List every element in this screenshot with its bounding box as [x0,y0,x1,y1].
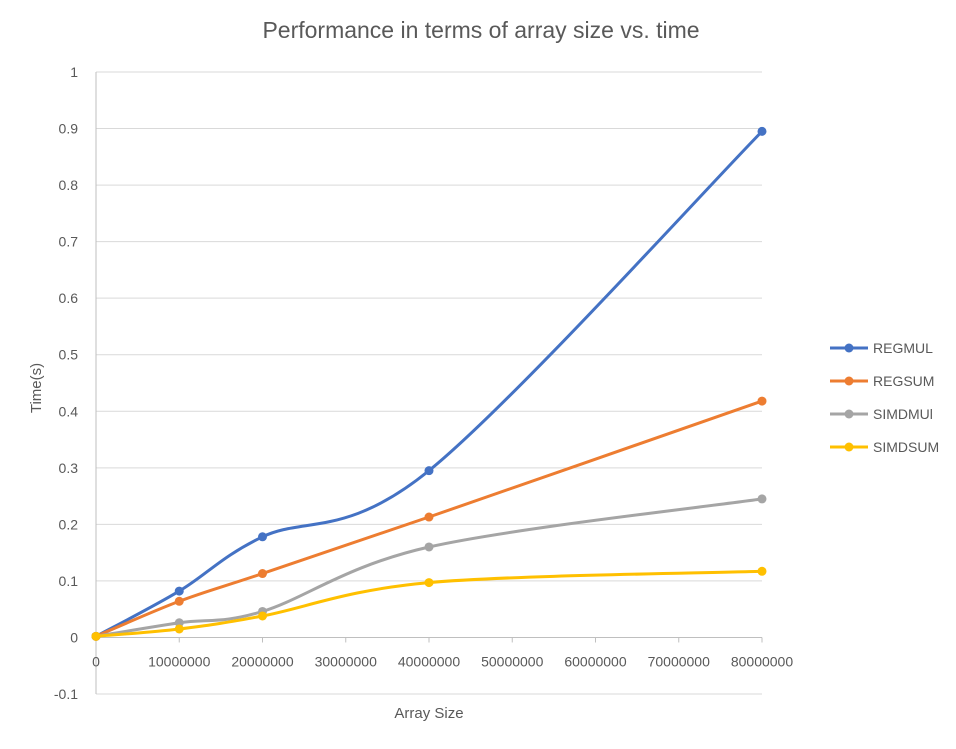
x-tick-label: 10000000 [148,653,211,669]
series-simdsum [91,566,767,641]
legend-item-simdsum: SIMDSUM [830,439,939,455]
x-tick-label: 0 [92,653,100,669]
y-axis-label: Time(s) [28,363,45,413]
y-tick-label: 0.9 [59,121,79,137]
data-point [258,569,267,579]
legend-marker [844,442,854,452]
x-tick-label: 80000000 [731,653,794,669]
legend-marker [844,343,854,353]
legend-item-regmul: REGMUL [830,340,933,356]
data-point [174,586,184,596]
chart-title: Performance in terms of array size vs. t… [262,17,699,43]
legend-label: SIMDMUl [873,406,933,422]
data-point [424,512,434,522]
data-point [424,578,434,588]
data-point [258,611,267,621]
series-regmul [91,126,767,641]
gridlines [96,71,762,695]
data-point [91,631,101,641]
x-tick-label: 30000000 [315,653,378,669]
data-point [757,566,767,576]
tick-labels: -0.1 0 0.1 0.2 0.3 0.4 0.5 0.6 0.7 0.8 0.9 1 0 100000… [54,64,793,702]
y-tick-label: 0.2 [59,516,79,532]
legend-label: REGMUL [873,340,933,356]
series-lines [91,126,767,641]
data-point [424,542,434,552]
legend: REGMUL REGSUM SIMDMUl SIMDSUM [830,340,939,455]
y-tick-label: 0.4 [59,403,79,419]
series-regsum [91,396,767,641]
y-tick-label: 0.7 [59,234,79,250]
legend-label: REGSUM [873,373,934,389]
series-line-regsum [94,399,764,638]
x-tick-label: 50000000 [481,653,544,669]
legend-item-regsum: REGSUM [830,373,934,389]
series-line-simdmul [94,497,764,638]
data-point [174,618,184,628]
y-tick-label: 1 [70,64,78,80]
x-tick-label: 70000000 [648,653,711,669]
legend-label: SIMDSUM [873,439,939,455]
data-point [757,126,767,136]
y-tick-label: 0.3 [59,460,79,476]
data-point [258,532,267,542]
data-point [757,494,767,504]
x-axis-label: Array Size [394,705,463,722]
x-tick-label: 40000000 [398,653,461,669]
legend-marker [844,376,854,386]
legend-item-simdmul: SIMDMUl [830,406,933,422]
axes [95,72,763,694]
data-point [757,396,767,406]
y-tick-label: 0.6 [59,290,79,306]
data-point [424,466,434,476]
legend-marker [844,409,854,419]
data-point [174,624,184,634]
series-line-regmul [94,129,764,638]
y-tick-label: -0.1 [54,686,78,702]
series-line-simdsum [94,569,764,638]
y-tick-label: 0 [70,629,78,645]
y-tick-label: 0.8 [59,177,79,193]
y-tick-label: 0.5 [59,347,79,363]
x-tick-label: 60000000 [564,653,627,669]
y-tick-label: 0.1 [59,573,79,589]
x-tick-label: 20000000 [231,653,294,669]
data-point [174,596,184,606]
